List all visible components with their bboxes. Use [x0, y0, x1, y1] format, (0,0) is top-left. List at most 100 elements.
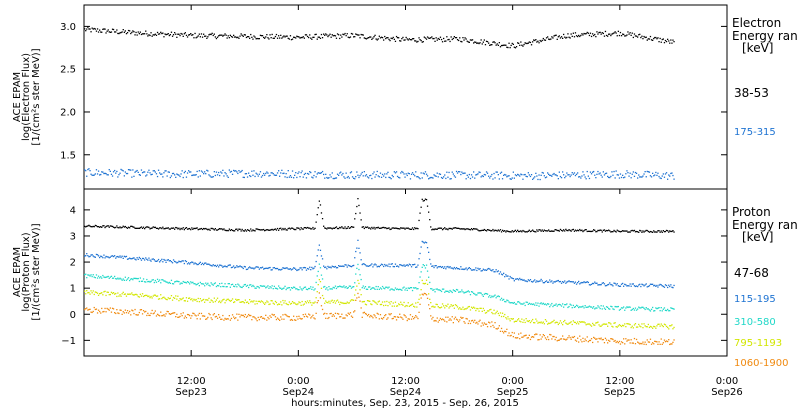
electron-point	[628, 175, 630, 177]
electron-point	[174, 32, 176, 34]
proton-point	[309, 266, 311, 268]
proton-point	[510, 334, 512, 337]
proton-point	[490, 296, 492, 299]
electron-point	[612, 174, 614, 176]
proton-point	[300, 318, 302, 320]
proton-point	[375, 227, 377, 229]
proton-point	[192, 281, 194, 283]
proton-point	[456, 227, 459, 229]
proton-point	[182, 280, 184, 283]
proton-point	[471, 291, 474, 293]
proton-point	[581, 281, 583, 284]
proton-point	[608, 339, 610, 342]
proton-point	[364, 303, 367, 305]
proton-point	[380, 317, 383, 319]
electron-point	[617, 174, 619, 176]
proton-point	[538, 339, 540, 341]
electron-point	[179, 34, 181, 37]
proton-point	[639, 325, 641, 327]
proton-point	[479, 230, 481, 232]
proton-point	[429, 281, 431, 284]
proton-point	[289, 303, 292, 305]
proton-point	[499, 271, 502, 273]
electron-point	[255, 172, 257, 174]
proton-point	[316, 214, 318, 216]
proton-point	[224, 317, 226, 320]
electron-point	[92, 174, 94, 176]
proton-point	[507, 316, 509, 318]
proton-point	[474, 228, 476, 230]
proton-point	[381, 264, 384, 266]
electron-point	[355, 33, 357, 35]
proton-point	[618, 285, 621, 287]
proton-point	[280, 287, 282, 289]
proton-point	[359, 289, 361, 291]
electron-point	[536, 175, 538, 177]
electron-point	[360, 173, 362, 175]
proton-point	[261, 301, 264, 303]
proton-point	[628, 285, 630, 287]
proton-point	[629, 342, 631, 344]
electron-point	[90, 173, 92, 175]
proton-point	[627, 339, 629, 341]
proton-point	[147, 295, 149, 298]
electron-point	[579, 176, 581, 178]
proton-point	[489, 322, 491, 324]
proton-point	[245, 268, 248, 271]
proton-point	[371, 226, 373, 229]
proton-point	[192, 261, 194, 264]
proton-point	[419, 252, 421, 255]
proton-point	[90, 254, 92, 256]
proton-point	[270, 316, 272, 318]
proton-point	[513, 280, 515, 282]
proton-point	[660, 338, 662, 340]
proton-point	[488, 310, 490, 312]
electron-point	[99, 174, 101, 176]
proton-point	[148, 295, 150, 297]
electron-point	[108, 31, 110, 33]
electron-point	[253, 35, 255, 37]
proton-point	[161, 227, 163, 230]
electron-point	[108, 169, 110, 171]
proton-point	[331, 299, 333, 301]
proton-point	[110, 291, 113, 293]
proton-point	[588, 323, 591, 325]
proton-point	[319, 249, 322, 251]
electron-point	[438, 173, 440, 175]
proton-point	[623, 325, 625, 327]
electron-point	[168, 34, 170, 37]
electron-point	[562, 171, 564, 173]
proton-point	[301, 300, 303, 303]
electron-point	[668, 174, 670, 176]
electron-point	[440, 38, 443, 41]
proton-point	[450, 304, 452, 306]
electron-point	[503, 174, 505, 176]
proton-point	[608, 322, 610, 324]
proton-point	[321, 294, 324, 297]
proton-point	[407, 318, 409, 320]
proton-point	[175, 226, 177, 229]
electron-point	[562, 37, 564, 39]
proton-point	[671, 286, 673, 288]
electron-point	[220, 34, 222, 36]
proton-point	[252, 229, 254, 231]
proton-point	[152, 226, 154, 228]
proton-point	[572, 281, 574, 283]
electron-point	[476, 42, 478, 44]
proton-point	[555, 303, 557, 305]
electron-point	[392, 36, 394, 39]
proton-point	[305, 269, 308, 271]
proton-point	[489, 309, 491, 311]
proton-point	[289, 268, 292, 270]
proton-point	[155, 295, 158, 297]
proton-ylabel-line1: ACE EPAM	[12, 247, 23, 297]
proton-point	[512, 231, 514, 233]
electron-point	[338, 174, 340, 176]
proton-point	[625, 284, 627, 286]
electron-point	[639, 176, 641, 178]
proton-point	[359, 212, 361, 214]
electron-point	[420, 39, 422, 42]
proton-point	[631, 342, 633, 344]
electron-point	[246, 176, 249, 178]
proton-point	[652, 231, 654, 233]
